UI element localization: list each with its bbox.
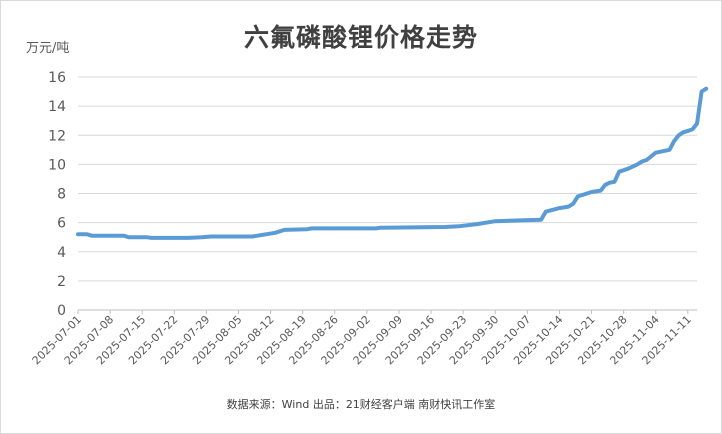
source-note: 数据来源：Wind 出品：21财经客户端 南财快讯工作室 [226, 398, 496, 411]
series-line [76, 86, 709, 240]
y-tick-label: 12 [48, 128, 66, 144]
grid-lines [78, 76, 697, 311]
chart-title: 六氟磷酸锂价格走势 [243, 23, 478, 52]
y-tick-label: 2 [57, 274, 66, 290]
x-tick-labels: 2025-07-012025-07-082025-07-152025-07-22… [30, 313, 694, 367]
series-layer [76, 86, 709, 240]
y-tick-label: 4 [57, 245, 66, 261]
y-tick-label: 0 [57, 303, 66, 319]
y-tick-labels: 0 2 4 6 8 10 12 14 16 [48, 70, 66, 319]
y-tick-label: 6 [57, 216, 66, 232]
x-axis [77, 309, 697, 314]
y-unit-label: 万元/吨 [26, 41, 70, 56]
y-tick-label: 8 [57, 187, 66, 203]
y-tick-label: 10 [48, 157, 66, 173]
y-tick-label: 14 [48, 99, 66, 115]
y-tick-label: 16 [48, 70, 66, 86]
